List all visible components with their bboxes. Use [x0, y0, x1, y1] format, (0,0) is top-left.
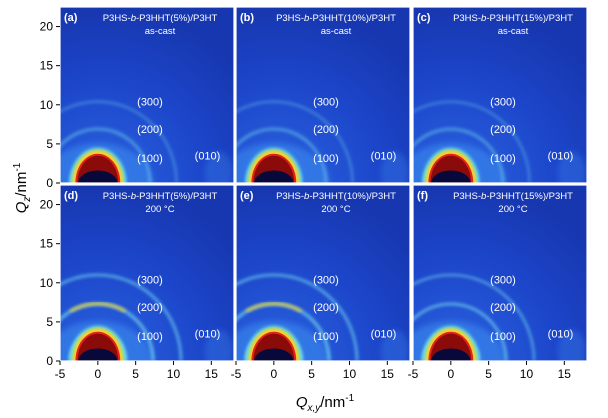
- y-tick-label: 0: [46, 354, 53, 368]
- peak-label: (200): [490, 124, 516, 136]
- panel-letter: (d): [64, 190, 78, 202]
- panel-sample: P3HS-b-P3HHT(10%)/P3HT: [276, 191, 396, 202]
- peak-label: (200): [137, 124, 163, 136]
- scattering-ring: [236, 127, 328, 183]
- y-tick-label: 20: [40, 198, 54, 212]
- peak-label: (200): [490, 302, 516, 314]
- scattering-ring: [236, 100, 354, 183]
- x-tick-label: 15: [381, 367, 395, 381]
- panel-sample: P3HS-b-P3HHT(15%)/P3HT: [453, 191, 573, 202]
- beam-stop: [254, 348, 294, 361]
- giwaxs-panel: (e) P3HS-b-P3HHT(10%)/P3HT 200 °C (300) (200…: [235, 184, 411, 362]
- peak-label: (100): [490, 153, 516, 165]
- peak-label: (300): [137, 275, 163, 287]
- giwaxs-panel: (d) P3HS-b-P3HHT(5%)/P3HT 200 °C (300) (200)…: [59, 184, 235, 362]
- giwaxs-panel: (a) P3HS-b-P3HHT(5%)/P3HT as-cast (300) (200…: [59, 6, 235, 184]
- x-tick-label: 15: [558, 367, 572, 381]
- x-tick-label: -5: [55, 367, 66, 381]
- panel-condition: 200 °C: [321, 204, 350, 215]
- peak-label: (300): [490, 275, 516, 287]
- panel-condition: as-cast: [498, 26, 529, 37]
- beam-stop: [431, 348, 471, 361]
- panel-sample: P3HS-b-P3HHT(5%)/P3HT: [103, 191, 218, 202]
- giwaxs-panel: (b) P3HS-b-P3HHT(10%)/P3HT as-cast (300) (20…: [235, 6, 411, 184]
- peak-label: (100): [313, 153, 339, 165]
- peak-label: (100): [137, 331, 163, 343]
- scattering-ring: [60, 274, 183, 361]
- beam-stop: [78, 348, 118, 361]
- panel-condition: 200 °C: [145, 204, 174, 215]
- y-tick-label: 15: [40, 59, 54, 73]
- beam-stop: [78, 170, 118, 183]
- y-tick-label: 0: [46, 176, 53, 190]
- y-tick-label: 5: [46, 315, 53, 329]
- x-tick-label: 15: [205, 367, 219, 381]
- x-tick-label: 10: [520, 367, 534, 381]
- beam-stop: [254, 170, 294, 183]
- peak-label: (010): [195, 151, 221, 163]
- scattering-ring: [413, 274, 536, 361]
- peak-label: (010): [195, 329, 221, 341]
- x-tick-label: 5: [308, 367, 315, 381]
- peak-label: (200): [313, 302, 339, 314]
- panel-letter: (f): [417, 190, 428, 202]
- y-tick-label: 10: [40, 276, 54, 290]
- y-tick-label: 20: [40, 20, 54, 34]
- scattering-ring: [236, 274, 359, 361]
- peak-label: (300): [313, 97, 339, 109]
- peak-label: (010): [371, 329, 397, 341]
- panel-sample: P3HS-b-P3HHT(10%)/P3HT: [276, 13, 396, 24]
- y-tick-label: 10: [40, 98, 54, 112]
- peak-label: (010): [548, 329, 574, 341]
- scattering-ring: [413, 127, 505, 183]
- x-axis-label: Qx,y/nm-1: [296, 393, 355, 414]
- x-tick-label: -5: [408, 367, 419, 381]
- x-tick-label: 10: [167, 367, 181, 381]
- peak-label: (300): [313, 275, 339, 287]
- x-tick-label: 5: [132, 367, 139, 381]
- panel-condition: as-cast: [145, 26, 176, 37]
- peak-label: (300): [137, 97, 163, 109]
- giwaxs-panel: (f) P3HS-b-P3HHT(15%)/P3HT 200 °C (300) (200…: [412, 184, 588, 362]
- beam-stop: [431, 170, 471, 183]
- peak-label: (100): [490, 331, 516, 343]
- x-tick-label: 10: [343, 367, 357, 381]
- peak-label: (010): [548, 151, 574, 163]
- peak-label: (100): [313, 331, 339, 343]
- panel-letter: (e): [240, 190, 254, 202]
- peak-label: (200): [313, 124, 339, 136]
- y-axis-label: Qz/nm-1: [12, 162, 33, 213]
- panel-letter: (b): [240, 12, 254, 24]
- panel-sample: P3HS-b-P3HHT(15%)/P3HT: [453, 13, 573, 24]
- x-tick-label: 0: [270, 367, 277, 381]
- x-tick-label: 0: [94, 367, 101, 381]
- peak-label: (100): [137, 153, 163, 165]
- giwaxs-panel: (c) P3HS-b-P3HHT(15%)/P3HT as-cast (300) (20…: [412, 6, 588, 184]
- y-tick-label: 5: [46, 137, 53, 151]
- panel-condition: 200 °C: [498, 204, 527, 215]
- peak-label: (200): [137, 302, 163, 314]
- panel-condition: as-cast: [321, 26, 352, 37]
- scattering-ring: [413, 100, 531, 183]
- x-tick-label: 0: [447, 367, 454, 381]
- panel-letter: (c): [417, 12, 431, 24]
- panel-sample: P3HS-b-P3HHT(5%)/P3HT: [103, 13, 218, 24]
- peak-label: (300): [490, 97, 516, 109]
- panel-letter: (a): [64, 12, 78, 24]
- scattering-ring: [60, 100, 178, 183]
- scattering-ring: [413, 302, 508, 361]
- x-tick-label: 5: [485, 367, 492, 381]
- peak-label: (010): [371, 151, 397, 163]
- scattering-ring: [60, 127, 152, 183]
- x-tick-label: -5: [231, 367, 242, 381]
- y-tick-label: 15: [40, 237, 54, 251]
